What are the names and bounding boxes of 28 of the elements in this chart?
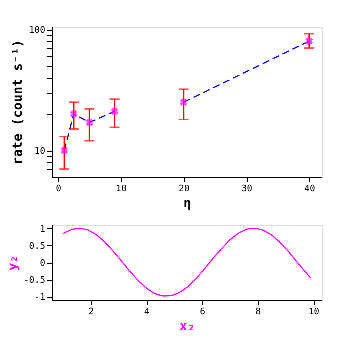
x-tick-label: 30: [242, 184, 253, 194]
y-tick-label: 10: [34, 147, 46, 158]
x-tick-label: 6: [200, 308, 206, 318]
point: [180, 98, 188, 106]
point: [70, 110, 78, 118]
y-tick-label: 0.5: [29, 242, 46, 252]
point: [110, 108, 119, 116]
y-tick-label: 1: [40, 224, 46, 235]
x-axis-title: η: [184, 196, 192, 212]
y-tick-label: 100: [29, 26, 46, 36]
y-tick-label: -0.5: [24, 276, 46, 286]
point: [60, 146, 68, 154]
x-tick-label: 20: [178, 184, 190, 194]
line-series: [62, 228, 312, 297]
x-tick-label: 8: [256, 308, 262, 318]
x-tick-label: 2: [88, 308, 94, 318]
x-tick-label: 40: [304, 184, 316, 194]
y-axis-title: rate (count s⁻¹): [11, 40, 26, 166]
point: [306, 37, 314, 46]
x-tick-label: 4: [144, 308, 150, 318]
point: [86, 118, 94, 127]
x-tick-label: 0: [56, 184, 62, 194]
y-tick-label: 0: [40, 259, 46, 269]
y-axis-title: y₂: [6, 255, 21, 271]
x-tick-label: 10: [116, 184, 127, 194]
y-tick-label: -1: [34, 293, 46, 304]
x-tick-label: 10: [308, 308, 320, 318]
x-axis-title: x₂: [180, 320, 196, 334]
